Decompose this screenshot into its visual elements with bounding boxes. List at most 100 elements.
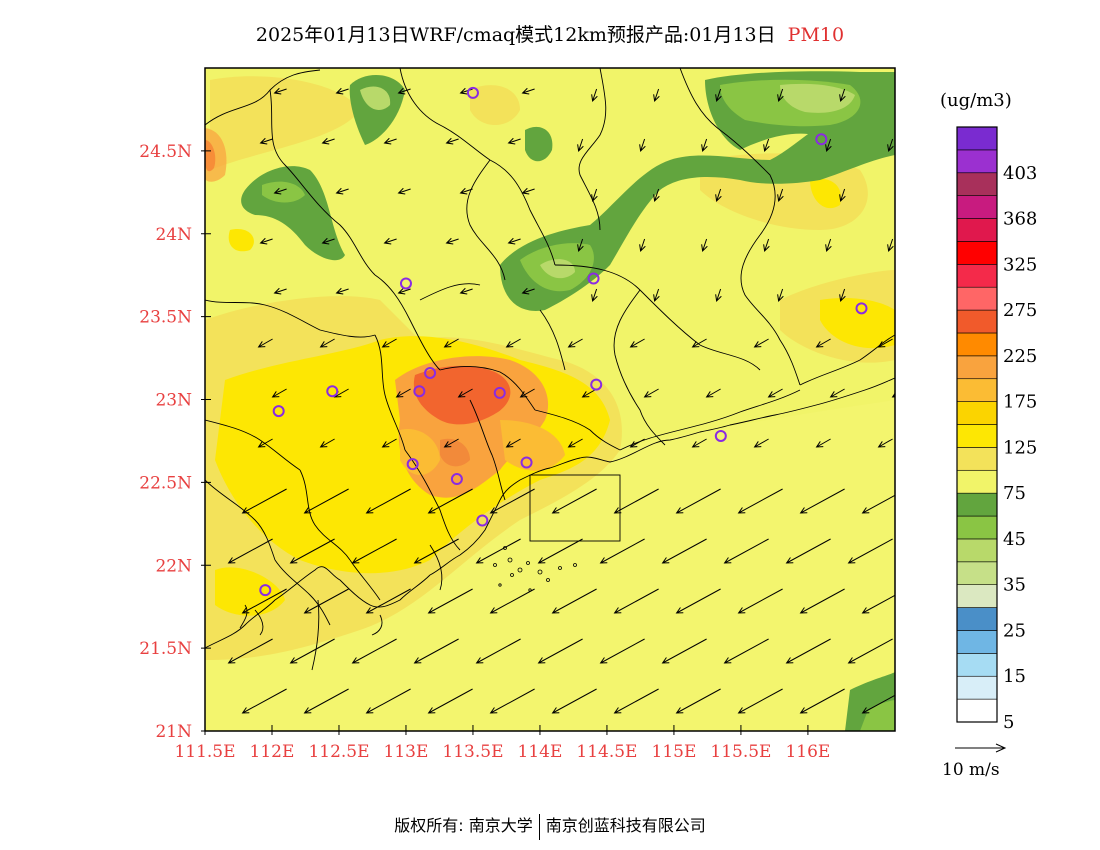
wind-arrow <box>675 688 721 714</box>
admin-boundaries <box>205 68 895 626</box>
colorbar-label: 275 <box>1003 300 1037 321</box>
wind-arrow <box>639 138 646 153</box>
wind-arrow <box>675 488 721 514</box>
colorbar-bin <box>956 172 998 196</box>
colorbar-bin <box>956 126 998 151</box>
wind-arrow <box>551 488 597 514</box>
wind-arrow <box>489 488 535 514</box>
wind-arrow <box>902 189 908 201</box>
wind-arrow <box>825 138 832 153</box>
wind-arrow <box>289 538 335 564</box>
colorbar-label: 35 <box>1003 575 1026 596</box>
colorbar-label: 403 <box>1003 163 1037 184</box>
wind-arrow <box>459 87 473 95</box>
wind-arrow <box>799 488 845 514</box>
wind-arrow <box>335 287 349 295</box>
colorbar-bin <box>956 515 998 540</box>
colorbar-bin <box>956 607 998 631</box>
copyright-left: 版权所有: 南京大学 <box>394 816 533 835</box>
colorbar-bin <box>956 286 998 311</box>
footer-divider <box>538 813 540 840</box>
lon-label: 111.5E <box>174 742 235 762</box>
wind-arrow <box>475 538 521 564</box>
lon-label: 114E <box>518 742 563 762</box>
wind-arrow <box>475 638 521 664</box>
station-marker <box>450 473 463 486</box>
wind-arrow <box>815 438 831 448</box>
station-marker <box>326 385 339 398</box>
wind-arrow <box>723 538 769 564</box>
colorbar-label: 75 <box>1003 483 1026 504</box>
wind-arrow <box>381 338 397 348</box>
wind-arrow <box>351 638 397 664</box>
station-marker <box>424 366 437 379</box>
station-marker <box>815 133 828 146</box>
wind-arrow <box>643 388 659 398</box>
wind-arrow <box>459 187 473 195</box>
wind-arrow <box>521 187 535 195</box>
wind-arrow <box>289 638 335 664</box>
wind-arrow <box>877 338 893 348</box>
wind-arrow <box>839 88 846 103</box>
colorbar-label: 15 <box>1003 666 1026 687</box>
wind-arrow <box>825 238 832 253</box>
station-marker <box>590 378 603 391</box>
lat-label: 24.5N <box>139 142 192 162</box>
colorbar: 5 15 25 35 45 75 125 175 225 275 325 368 403 <box>956 126 1037 733</box>
station-marker <box>855 302 868 315</box>
wind-arrow <box>259 137 273 145</box>
colorbar-label: 5 <box>1003 712 1014 733</box>
wind-arrow <box>785 538 831 564</box>
wind-arrow <box>629 338 645 348</box>
wind-arrow <box>519 388 535 398</box>
lat-label: 21.5N <box>139 639 192 659</box>
wind-arrow <box>777 188 784 203</box>
wind-arrow <box>397 87 411 95</box>
wind-arrow <box>273 87 287 95</box>
wind-arrow <box>507 137 521 145</box>
station-marker <box>493 386 506 399</box>
wind-arrow <box>847 538 893 564</box>
wind-arrow <box>629 438 645 448</box>
colorbar-bin <box>956 149 998 174</box>
colorbar-bin <box>956 195 998 219</box>
wind-arrow <box>489 688 535 714</box>
colorbar-bin <box>956 378 998 402</box>
wind-arrow <box>319 438 335 448</box>
colorbar-bin <box>956 218 998 242</box>
wind-arrow <box>551 588 597 614</box>
wind-arrow <box>273 287 287 295</box>
colorbar-bin <box>956 492 998 517</box>
wind-arrow <box>413 538 459 564</box>
colorbar-bin <box>956 698 998 723</box>
colorbar-bin <box>956 241 998 265</box>
lat-label: 23.5N <box>139 308 192 328</box>
station-marker <box>406 458 419 471</box>
colorbar-bin <box>956 584 998 608</box>
wind-arrow <box>489 588 535 614</box>
coastline <box>205 377 895 671</box>
wind-arrow <box>737 488 783 514</box>
wind-arrow <box>457 388 473 398</box>
wind-arrow <box>257 438 273 448</box>
wind-arrow <box>427 688 473 714</box>
wind-arrow <box>653 288 660 303</box>
map-title: 2025年01月13日WRF/cmaq模式12km预报产品:01月13日 PM10 <box>0 20 1100 47</box>
wind-arrow <box>303 488 349 514</box>
wind-arrow <box>257 338 273 348</box>
wind-arrow <box>537 538 583 564</box>
wind-arrow <box>383 137 397 145</box>
axis-ticks <box>201 150 809 735</box>
wind-arrow <box>397 287 411 295</box>
lat-label: 22N <box>155 556 192 576</box>
wind-arrow <box>521 287 535 295</box>
wind-arrow <box>785 638 831 664</box>
wind-arrow <box>613 688 659 714</box>
lon-label: 113E <box>384 742 429 762</box>
wind-arrow <box>737 588 783 614</box>
wind-arrow <box>777 88 784 103</box>
wind-arrow <box>537 638 583 664</box>
wind-arrow <box>763 138 770 153</box>
wind-arrow <box>351 538 397 564</box>
colorbar-bin <box>956 355 998 380</box>
